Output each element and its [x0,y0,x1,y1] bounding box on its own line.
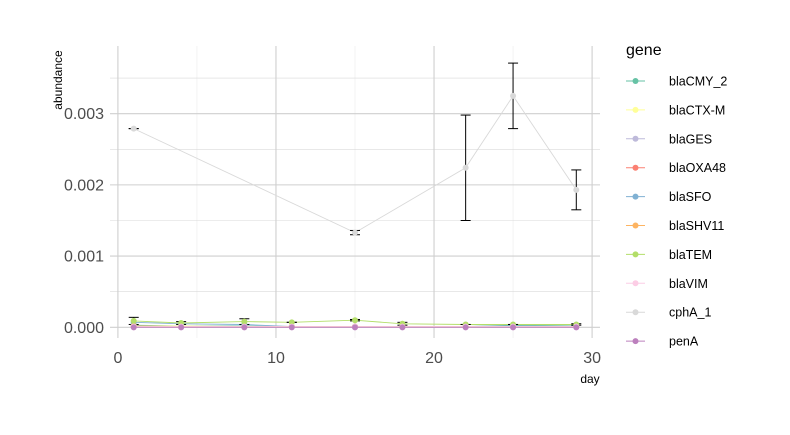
data-point-penA [462,324,469,331]
legend-key-point [632,309,639,316]
data-point-cphA_1 [462,164,469,171]
legend-key-point [632,78,639,84]
y-tick-label: 0.000 [64,320,104,337]
data-point-penA [241,324,248,331]
data-point-blaTEM [352,317,358,324]
data-point-penA [573,324,580,331]
legend-item-label: blaCTX-M [669,103,725,117]
y-axis-title: abundance [51,50,65,110]
data-point-cphA_1 [510,92,517,99]
data-point-penA [510,324,517,331]
data-point-cphA_1 [352,229,358,236]
legend-key-point [632,222,639,229]
legend-item-label: blaSHV11 [669,219,724,233]
data-point-blaTEM [241,318,248,325]
x-tick-label: 0 [113,350,122,367]
legend-item-label: blaGES [669,132,712,146]
legend-key-point [632,338,639,345]
x-tick-label: 10 [267,350,285,367]
legend-key-point [632,251,639,258]
legend-item-label: blaSFO [669,190,712,204]
data-point-blaTEM [130,317,137,324]
grid [110,46,600,338]
x-axis-title: day [580,372,599,386]
data-point-penA [178,324,185,331]
legend-key-point [632,193,639,200]
data-point-cphA_1 [130,125,137,132]
x-tick-label: 30 [583,350,601,367]
legend: gene blaCMY_2 blaCTX-M blaGES blaOXA48 blaSF… [626,42,727,349]
legend-key-point [632,135,639,142]
legend-item-label: penA [669,335,699,349]
legend-title: gene [626,42,662,59]
legend-item-label: blaVIM [669,277,708,291]
series-layer [128,62,582,331]
y-tick-label: 0.001 [64,249,104,266]
legend-key-point [632,164,639,171]
legend-item-label: cphA_1 [669,306,711,320]
data-point-penA [352,324,358,331]
data-point-cphA_1 [573,186,580,193]
data-point-penA [130,324,137,331]
legend-item-label: blaCMY_2 [669,75,727,89]
legend-item-label: blaTEM [669,248,712,262]
y-tick-label: 0.002 [64,177,104,194]
data-point-penA [399,324,406,331]
axes: day abundance 0 10 20 30 0.000 0.001 0.002 0.00… [51,50,601,386]
data-point-blaTEM [288,319,295,326]
x-tick-label: 20 [425,350,443,367]
data-point-penA [288,324,295,331]
y-tick-label: 0.003 [64,106,104,123]
legend-key-point [632,106,639,113]
legend-item-label: blaOXA48 [669,161,726,175]
legend-key-point [632,280,639,287]
